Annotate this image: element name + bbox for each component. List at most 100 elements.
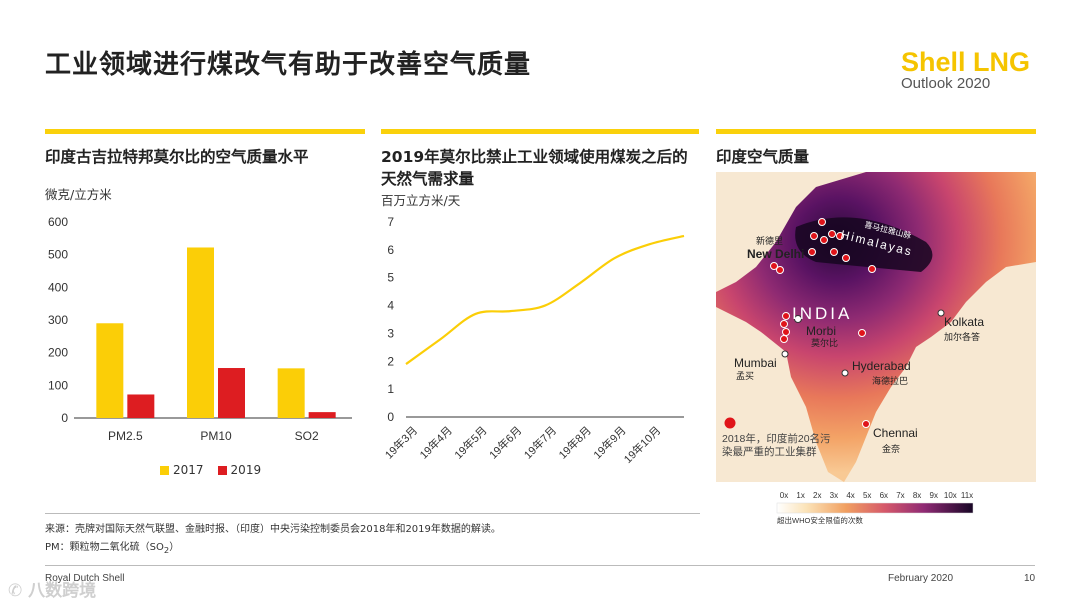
x-tick-label: SO2 <box>295 429 319 443</box>
chennai-label: Chennai <box>873 426 918 440</box>
hyderabad-label: Hyderabad <box>852 359 911 373</box>
footer-divider <box>45 565 1035 566</box>
x-tick-label: PM2.5 <box>108 429 143 443</box>
india-air-quality-map: INDIA 喜马拉雅山脉 Himalayas 新德里 New Delhi Mor… <box>716 172 1036 525</box>
bar-chart-unit: 微克/立方米 <box>45 187 112 202</box>
page-title: 工业领域进行煤改气有助于改善空气质量 <box>45 50 532 80</box>
cluster-dot <box>770 262 778 270</box>
cluster-dot <box>782 328 790 336</box>
chennai-cn-label: 金奈 <box>882 443 900 454</box>
scale-tick-label: 1x <box>796 491 804 500</box>
y-tick-label: 3 <box>387 326 394 340</box>
y-tick-label: 7 <box>387 215 394 229</box>
pollution-cluster-dots <box>770 218 876 428</box>
morbi-label: Morbi <box>806 324 836 338</box>
bar-chart: 0 100 200 300 400 500 600 PM2.5 PM10 SO2 <box>48 215 352 443</box>
cluster-dot <box>836 232 844 240</box>
bar-PM2.5-2017 <box>96 323 124 418</box>
pm-note: PM：颗粒物二氧化硫（SO2） <box>45 538 179 555</box>
map-title: 印度空气质量 <box>716 148 810 166</box>
legend-label-2017: 2017 <box>173 463 204 477</box>
city-marker-morbi <box>794 315 802 323</box>
y-tick-label: 0 <box>387 410 394 424</box>
scale-tick-label: 6x <box>880 491 888 500</box>
x-tick-label: 19年10月 <box>621 423 664 466</box>
y-tick-label: 600 <box>48 215 68 229</box>
brand-subtitle: Outlook 2020 <box>900 75 991 92</box>
x-tick-label: 19年7月 <box>521 423 559 461</box>
y-tick-label: 300 <box>48 313 68 327</box>
color-scale-bar <box>776 502 974 514</box>
color-scale-ticks: 0x 1x 2x 3x 4x 5x 6x 7x 8x 9x 10x 11x <box>780 491 973 500</box>
watermark-icon: ✆ <box>8 581 23 601</box>
panel-middle-accent <box>381 129 699 134</box>
pm-note-suffix: ） <box>169 542 180 553</box>
cluster-dot <box>818 218 826 226</box>
cluster-dot <box>808 248 816 256</box>
legend-swatch-2019 <box>217 465 227 475</box>
y-tick-label: 200 <box>48 346 68 360</box>
line-chart-title: 2019年莫尔比禁止工业领域使用煤炭之后的天然气需求量 <box>381 148 688 188</box>
brand-logo: Shell LNG Outlook 2020 <box>901 48 1030 92</box>
legend-item-2019: 2019 <box>217 463 262 477</box>
scale-tick-label: 7x <box>896 491 904 500</box>
footer-company: Royal Dutch Shell <box>45 573 125 584</box>
scale-tick-label: 5x <box>863 491 871 500</box>
y-tick-label: 4 <box>387 299 394 313</box>
bar-SO2-2017 <box>277 368 305 418</box>
cluster-dot <box>776 266 784 274</box>
y-tick-label: 2 <box>387 354 394 368</box>
hyderabad-cn-label: 海德拉巴 <box>872 375 908 386</box>
cluster-dot <box>858 329 866 337</box>
x-tick-label: 19年3月 <box>382 423 420 461</box>
cluster-dot <box>842 254 850 262</box>
y-tick-label: 5 <box>387 271 394 285</box>
cluster-legend-dot <box>724 417 736 429</box>
source-divider <box>45 513 700 514</box>
gas-demand-line <box>405 234 685 365</box>
y-tick-label: 0 <box>61 411 68 425</box>
legend-label-2019: 2019 <box>230 463 262 477</box>
bar-SO2-2019 <box>308 412 336 418</box>
brand-name: Shell LNG <box>900 47 1030 77</box>
footer-page-number: 10 <box>1024 573 1036 584</box>
watermark-text: 八数跨境 <box>28 581 97 601</box>
legend-item-2017: 2017 <box>160 463 204 477</box>
cluster-dot <box>828 230 836 238</box>
y-tick-label: 400 <box>48 280 68 294</box>
bar-PM10-2019 <box>218 368 245 418</box>
y-tick-label: 1 <box>387 382 394 396</box>
y-tick-label: 500 <box>48 248 68 262</box>
x-tick-label: 19年4月 <box>416 423 454 461</box>
new-delhi-label: New Delhi <box>747 247 804 261</box>
line-chart-unit: 百万立方米/天 <box>381 193 461 208</box>
cluster-legend-note: 2018年，印度前20名污染最严重的工业集群 <box>722 433 831 458</box>
scale-tick-label: 11x <box>961 491 973 500</box>
scale-tick-label: 9x <box>930 491 938 500</box>
watermark: ✆ 八数跨境 <box>8 576 96 601</box>
bar-PM10-2017 <box>187 247 214 418</box>
india-label: INDIA <box>792 304 852 323</box>
cluster-dot <box>810 232 818 240</box>
pm-note-subscript: 2 <box>163 545 170 555</box>
cluster-dot <box>780 320 788 328</box>
source-note: 来源：壳牌对国际天然气联盟、金融时报、（印度）中央污染控制委员会2018年和20… <box>45 524 501 535</box>
kolkata-label: Kolkata <box>944 315 984 329</box>
mumbai-label: Mumbai <box>734 356 777 370</box>
morbi-cn-label: 莫尔比 <box>811 337 838 348</box>
bar-legend: 2017 2019 <box>160 463 261 477</box>
india-heat-shape <box>716 172 1036 482</box>
cluster-dot <box>780 335 788 343</box>
pm-note-prefix: PM：颗粒物二氧化硫（SO <box>45 542 164 553</box>
panel-right-accent <box>716 129 1036 134</box>
kolkata-cn-label: 加尔各答 <box>944 331 980 342</box>
scale-tick-label: 8x <box>913 491 921 500</box>
scale-tick-label: 3x <box>830 491 838 500</box>
scale-tick-label: 0x <box>780 491 788 500</box>
x-tick-label: PM10 <box>200 429 232 443</box>
x-tick-label: 19年8月 <box>555 423 593 461</box>
cluster-dot <box>830 248 838 256</box>
panel-left-accent <box>45 129 365 134</box>
legend-swatch-2017 <box>160 465 169 475</box>
